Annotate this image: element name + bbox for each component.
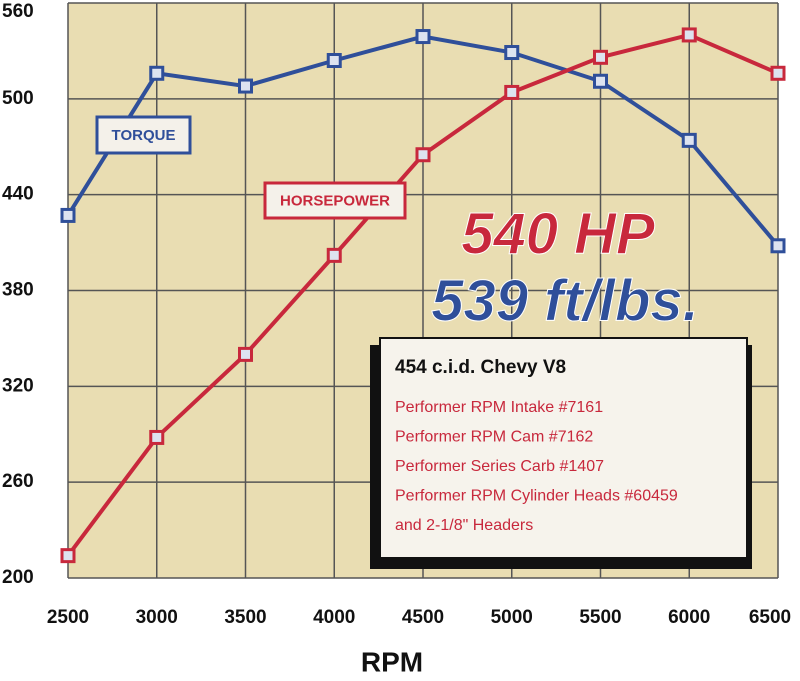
annotation: 540 HP bbox=[461, 201, 655, 266]
x-tick-label: 6500 bbox=[749, 607, 791, 628]
data-point bbox=[149, 65, 165, 81]
x-tick-label: 4000 bbox=[313, 607, 355, 628]
data-point bbox=[415, 147, 431, 163]
annotation: 539 ft/lbs. bbox=[431, 268, 699, 333]
info-box-line: Performer RPM Intake #7161 bbox=[395, 399, 603, 416]
info-box-title: 454 c.i.d. Chevy V8 bbox=[395, 357, 566, 378]
x-tick-label: 4500 bbox=[402, 607, 444, 628]
y-tick-label: 320 bbox=[2, 375, 34, 396]
info-box-line: Performer RPM Cam #7162 bbox=[395, 429, 593, 446]
data-point bbox=[681, 27, 697, 43]
data-point bbox=[326, 53, 342, 68]
legend-label: HORSEPOWER bbox=[280, 192, 390, 209]
x-tick-label: 6000 bbox=[668, 607, 710, 628]
data-point bbox=[149, 429, 165, 445]
y-tick-label: 440 bbox=[2, 184, 34, 205]
legend-label: TORQUE bbox=[112, 127, 176, 144]
x-tick-label: 3500 bbox=[224, 607, 266, 628]
data-point bbox=[238, 346, 253, 362]
info-box-line: Performer Series Carb #1407 bbox=[395, 458, 604, 475]
data-point bbox=[238, 78, 253, 94]
y-tick-label: 500 bbox=[2, 88, 34, 109]
y-tick-label: 260 bbox=[2, 471, 34, 492]
x-axis-title: RPM bbox=[361, 646, 423, 677]
data-point bbox=[60, 548, 76, 564]
data-point bbox=[415, 29, 431, 45]
data-point bbox=[770, 238, 786, 254]
legend-box bbox=[95, 115, 192, 155]
x-tick-label: 5000 bbox=[491, 607, 533, 628]
data-point bbox=[593, 73, 608, 89]
data-point bbox=[593, 49, 608, 65]
data-point bbox=[681, 132, 697, 148]
info-box-line: Performer RPM Cylinder Heads #60459 bbox=[395, 488, 678, 505]
y-tick-label: 560 bbox=[2, 1, 34, 22]
info-box bbox=[379, 337, 748, 559]
y-tick-label: 200 bbox=[2, 567, 34, 588]
data-point bbox=[504, 84, 520, 100]
data-point bbox=[504, 45, 520, 61]
data-point bbox=[60, 207, 76, 223]
x-tick-label: 3000 bbox=[136, 607, 178, 628]
legend-box bbox=[263, 181, 407, 220]
data-point bbox=[326, 247, 342, 263]
data-point bbox=[770, 65, 786, 81]
y-tick-label: 380 bbox=[2, 280, 34, 301]
x-tick-label: 2500 bbox=[47, 607, 89, 628]
x-tick-label: 5500 bbox=[579, 607, 621, 628]
info-box-line: and 2-1/8" Headers bbox=[395, 517, 533, 534]
